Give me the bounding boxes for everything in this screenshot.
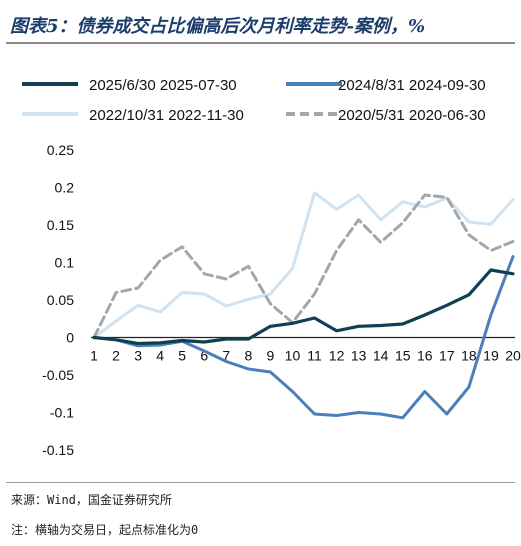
y-tick-label: 0	[66, 330, 74, 346]
series-line-4	[92, 193, 515, 339]
y-tick-label: 0.05	[47, 292, 74, 308]
series-lines	[92, 191, 515, 420]
x-tick-label: 20	[505, 348, 521, 364]
footer-divider	[6, 482, 515, 483]
y-tick-label: -0.05	[42, 367, 74, 383]
y-tick-label: -0.15	[42, 442, 74, 458]
series-line-3	[92, 191, 515, 339]
title-block: 图表5：债券成交占比偏高后次月利率走势-案例，%	[0, 0, 521, 44]
y-tick-label: 0.25	[47, 142, 74, 158]
x-tick-label: 18	[461, 348, 477, 364]
legend-label-2: 2024/8/31 2024-09-30	[338, 77, 486, 94]
x-tick-label: 6	[200, 348, 208, 364]
series-line-1	[92, 268, 515, 346]
x-tick-label: 8	[244, 348, 252, 364]
x-tick-label: 5	[178, 348, 186, 364]
x-tick-label: 1	[90, 348, 98, 364]
y-tick-label: 0.1	[55, 255, 75, 271]
x-tick-label: 13	[351, 348, 367, 364]
x-tick-label: 3	[134, 348, 142, 364]
y-tick-label: 0.2	[55, 180, 75, 196]
x-tick-label: 16	[417, 348, 433, 364]
axis-note: 注：横轴为交易日，起点标准化为0	[11, 523, 199, 537]
chart-legend: 2025/6/30 2025-07-30 2024/8/31 2024-09-30…	[22, 77, 486, 124]
legend-label-3: 2022/10/31 2022-11-30	[89, 107, 244, 124]
x-tick-label: 2	[112, 348, 120, 364]
legend-label-1: 2025/6/30 2025-07-30	[89, 77, 237, 94]
chart-title: 图表5：债券成交占比偏高后次月利率走势-案例，%	[10, 16, 426, 37]
legend-label-4: 2020/5/31 2020-06-30	[338, 107, 486, 124]
y-tick-label: -0.1	[50, 405, 74, 421]
x-tick-label: 4	[156, 348, 164, 364]
title-divider	[6, 42, 515, 44]
source-note: 来源：Wind，国金证券研究所	[11, 493, 172, 507]
line-chart: 2025/6/30 2025-07-30 2024/8/31 2024-09-30…	[22, 77, 521, 458]
x-tick-label: 7	[222, 348, 230, 364]
y-axis: 0.25 0.2 0.15 0.1 0.05 0 -0.05 -0.1 -0.15	[42, 142, 74, 458]
x-tick-label: 10	[285, 348, 301, 364]
x-tick-label: 9	[267, 348, 275, 364]
x-axis: 1 2 3 4 5 6 7 8 9 10 11 12 13 14 15 16 17 18 19 20	[90, 336, 521, 364]
x-tick-label: 19	[483, 348, 499, 364]
x-tick-label: 12	[329, 348, 345, 364]
x-tick-label: 11	[307, 348, 322, 364]
y-tick-label: 0.15	[47, 217, 74, 233]
x-tick-label: 17	[439, 348, 455, 364]
x-tick-label: 15	[395, 348, 411, 364]
series-line-2	[92, 255, 515, 420]
x-tick-label: 14	[373, 348, 389, 364]
